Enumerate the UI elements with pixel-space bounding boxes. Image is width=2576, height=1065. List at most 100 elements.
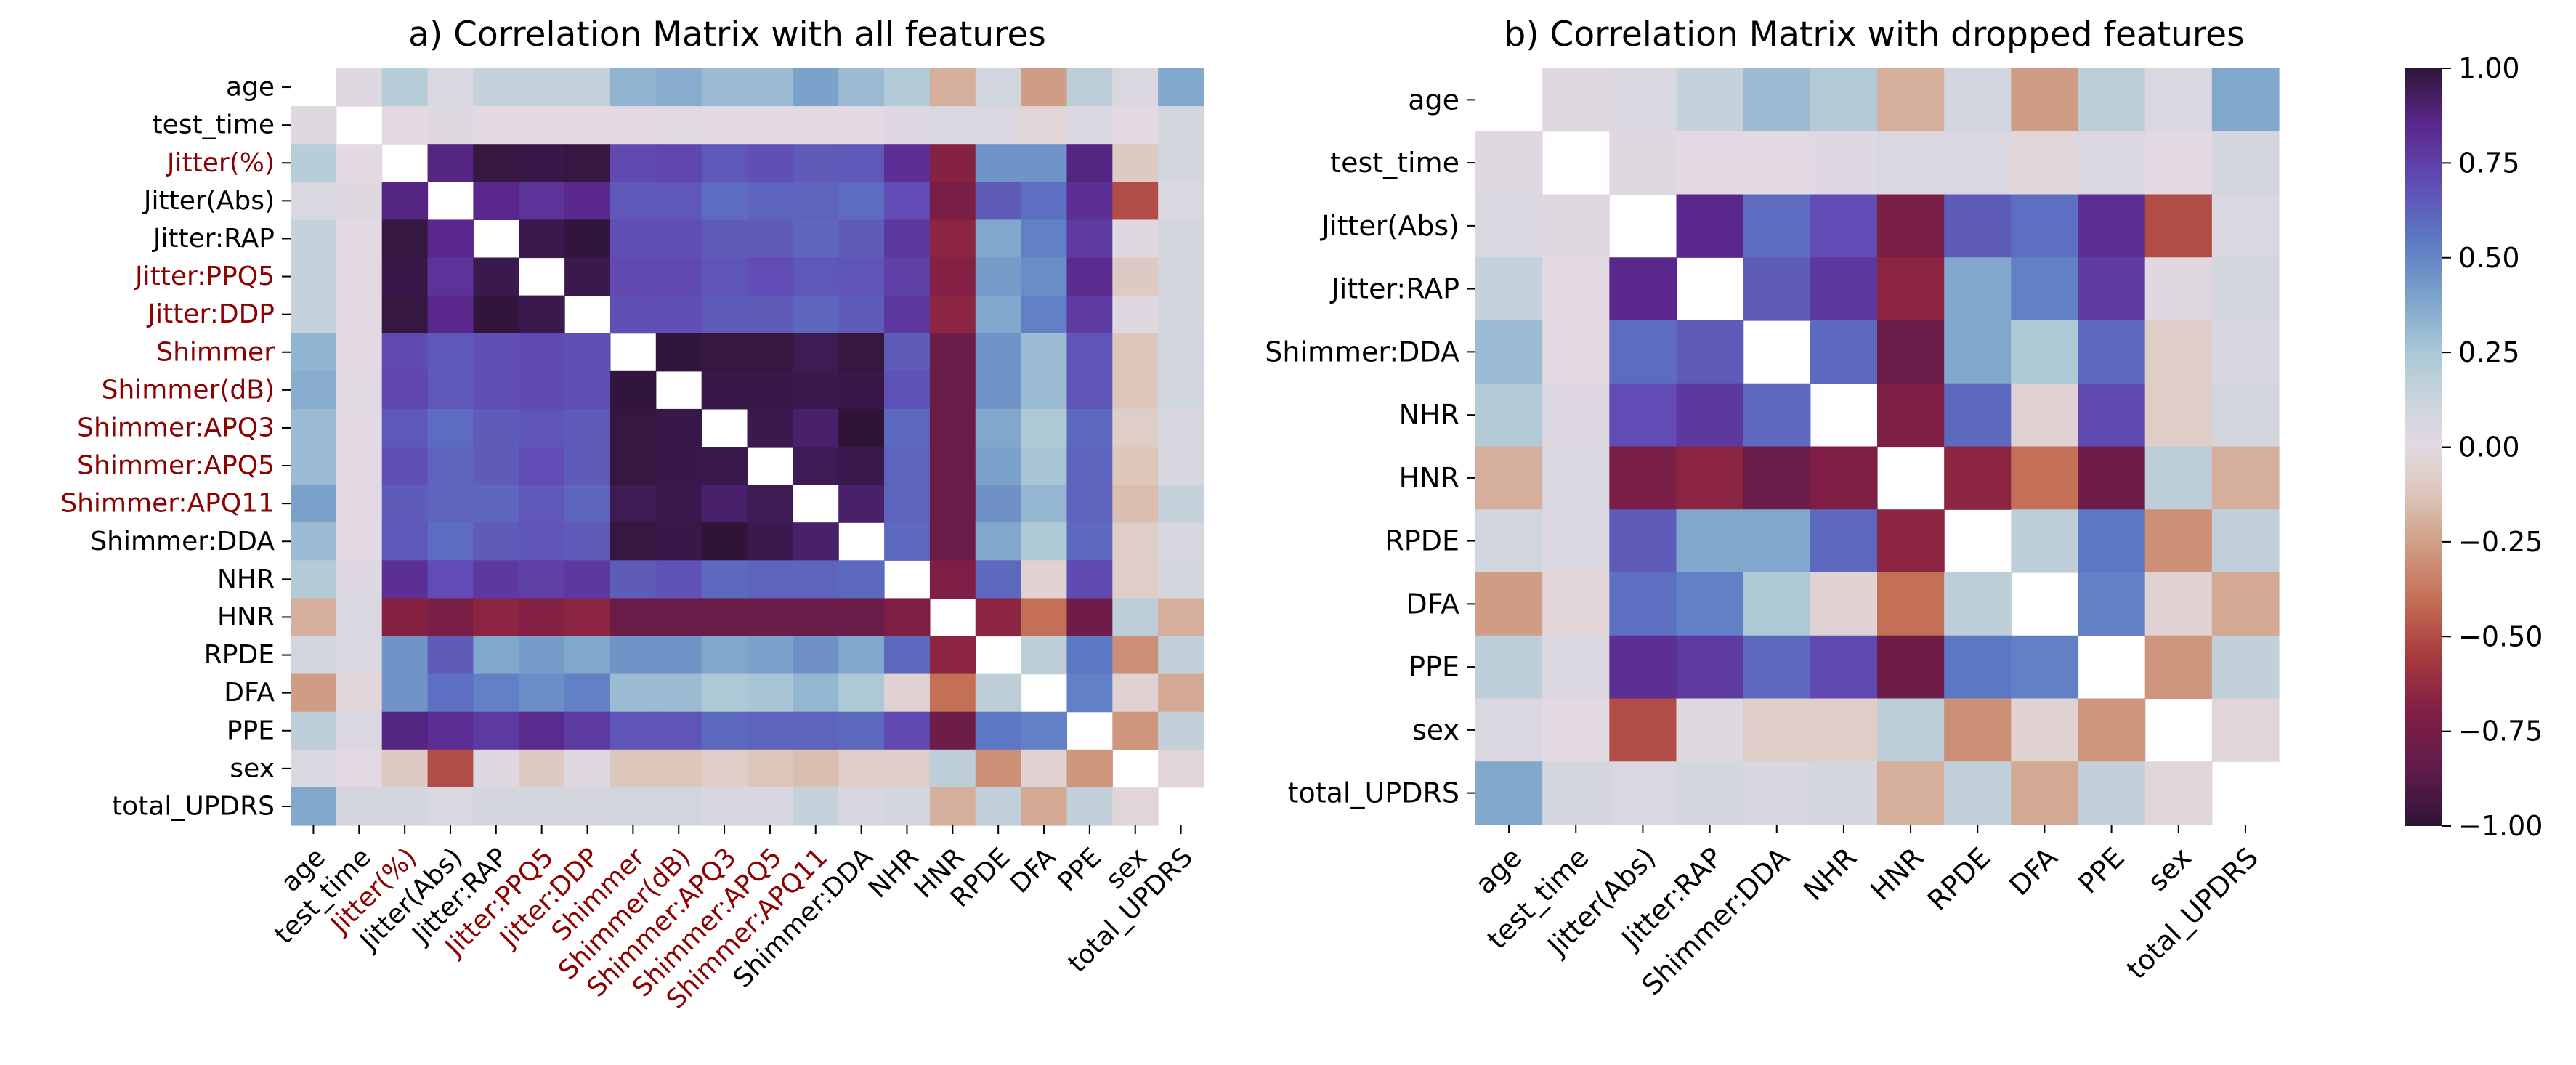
heatmap-a-cell [1066,295,1113,334]
heatmap-a-cell [1158,219,1204,259]
heatmap-b-cell [1542,320,1610,384]
heatmap-a-cell [291,447,337,485]
heatmap-a-cell [975,408,1022,448]
heatmap-a-cell [747,257,793,296]
heatmap-a-cell [336,522,383,561]
heatmap-a-cell [747,787,793,826]
heatmap-a-cell [655,522,702,561]
heatmap-b-cell [1743,383,1811,448]
heatmap-a-cell [336,598,383,637]
heatmap-a-cell [747,370,793,410]
heatmap-a-cell [1021,598,1068,637]
heatmap-a-ylabel: total_UPDRS [112,791,275,821]
heatmap-a-cell [975,68,1022,107]
colorbar-tick-label: 0.00 [2458,432,2520,463]
colorbar-tick-label: −0.50 [2458,620,2543,652]
heatmap-b-cell [1676,509,1744,573]
colorbar-tick-label: −1.00 [2458,810,2543,842]
heatmap-a-cell [884,787,931,826]
heatmap-a-cell [793,257,839,296]
heatmap-a-cell [975,295,1022,334]
heatmap-b-cell [2211,68,2280,132]
heatmap-b-cell [2144,320,2213,384]
heatmap-b-cell [1743,509,1811,573]
heatmap-a-cell [291,711,337,750]
heatmap-b-cell [1743,698,1811,762]
heatmap-b-cell [1810,194,1878,258]
heatmap-b-cell [2078,131,2146,195]
heatmap-a-cell [838,295,885,334]
heatmap-a-cell [793,673,839,713]
heatmap-b-cell [1609,383,1677,448]
heatmap-a-cell [564,711,611,750]
heatmap-a-cell [519,333,565,372]
heatmap-a-cell [793,749,839,788]
heatmap-a-cell [1066,333,1113,372]
heatmap-a-cell [929,408,976,448]
heatmap-b-cell [1743,446,1811,510]
heatmap-a-cell [1066,257,1113,296]
heatmap-a-cell [701,333,748,372]
heatmap-a-cell [838,408,885,448]
heatmap-a-cell [427,257,474,296]
heatmap-a-cell [1066,636,1113,675]
heatmap-b-cell [2211,320,2280,384]
heatmap-b-cell [2011,635,2079,700]
heatmap-a-cell [381,485,429,523]
chart-b-title: b) Correlation Matrix with dropped featu… [1504,15,2244,54]
heatmap-a-cell [655,711,702,750]
heatmap-a-cell [381,106,429,145]
heatmap-a-cell [473,787,519,826]
heatmap-b-ylabel: test_time [1330,147,1459,179]
heatmap-b-cell [2211,572,2280,636]
heatmap-a-cell [1158,257,1204,296]
heatmap-a-cell [655,408,702,448]
heatmap-a-cell [929,295,976,334]
heatmap-b-cell [1944,698,2012,762]
heatmap-b-cell [1944,320,2012,384]
heatmap-b-cell [1609,320,1677,384]
heatmap-b-cell [1810,446,1878,510]
heatmap-a-cell [929,636,976,675]
heatmap-a-ylabel: Shimmer [156,337,275,367]
heatmap-a-cell [609,295,657,334]
heatmap-b-cell [1944,257,2012,321]
heatmap-b-cell [1877,194,1945,258]
heatmap-a-cell [793,295,839,334]
heatmap-a-cell [1158,749,1204,788]
heatmap-b-ylabel: NHR [1399,399,1459,431]
heatmap-b-cell [2211,698,2280,762]
heatmap-a-cell [427,673,474,713]
heatmap-a-cell [1021,144,1068,182]
heatmap-a-cell [519,447,565,485]
heatmap-a-cell [884,673,931,713]
heatmap-b-cell [1475,572,1543,636]
heatmap-b-cell [1676,446,1744,510]
heatmap-a-cell [519,711,565,750]
heatmap-a-cell [655,106,702,145]
heatmap-b-cell [2011,761,2079,825]
heatmap-a-cell [929,106,976,145]
heatmap-a-cell [336,636,383,675]
heatmap-b-cell [1944,194,2012,258]
heatmap-a-cell [564,106,611,145]
heatmap-a-cell [1158,447,1204,485]
heatmap-a-cell [427,522,474,561]
heatmap-b-cell [2078,320,2146,384]
heatmap-b-cell [1475,131,1543,195]
heatmap-a-cell [975,522,1022,561]
heatmap-b-cell [1743,194,1811,258]
heatmap-b-cell [1676,194,1744,258]
heatmap-a-cell [473,106,519,145]
heatmap-a-cell [519,370,565,410]
heatmap-a-cell [519,673,565,713]
heatmap-a-cell [427,711,474,750]
heatmap-a-cell [1066,219,1113,259]
heatmap-a-ylabel: NHR [217,564,275,594]
heatmap-a-cell [381,219,429,259]
heatmap-a-cell [793,522,839,561]
heatmap-a-cell [701,182,748,220]
heatmap-a-cell [655,257,702,296]
heatmap-a-cell [519,106,565,145]
heatmap-a-cell [929,257,976,296]
